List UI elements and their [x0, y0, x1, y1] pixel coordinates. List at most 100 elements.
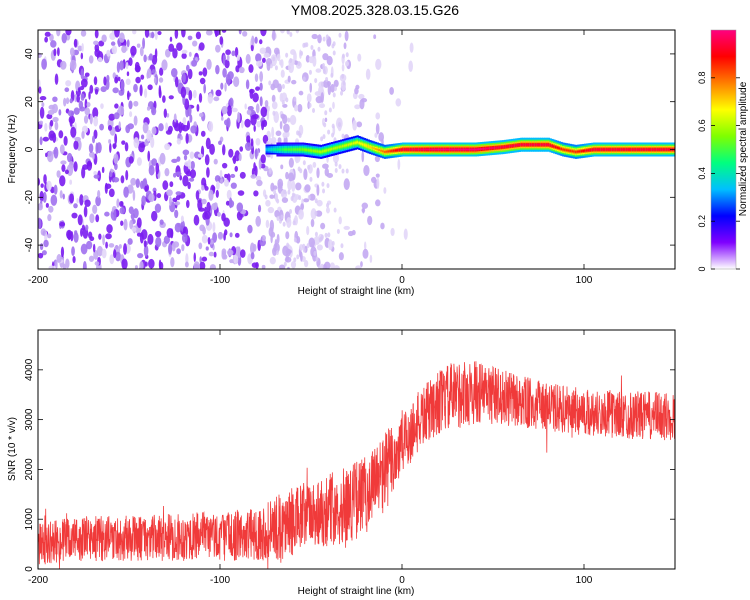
spectrogram-noise-cell — [314, 91, 322, 96]
spectrogram-noise-cell — [147, 233, 154, 245]
spectrogram-ridge-cell — [553, 145, 556, 148]
spectrogram-noise-cell — [142, 122, 149, 134]
spectrogram-ridge-cell — [300, 148, 303, 151]
spectrogram-noise-cell — [298, 90, 304, 96]
spectrogram-noise-cell — [338, 32, 342, 38]
spectrogram-noise-cell — [65, 80, 72, 87]
spectrogram-noise-cell — [76, 94, 81, 103]
spectrogram-noise-cell — [226, 54, 230, 62]
spectrogram-noise-cell — [50, 194, 58, 206]
spectrogram-noise-cell — [205, 30, 213, 36]
spectrogram-ridge-cell — [527, 143, 530, 146]
spectrogram-noise-cell — [198, 242, 203, 250]
spectrogram-ridge-cell — [562, 148, 565, 151]
spectrogram-ridge-cell — [420, 148, 423, 151]
spectrogram-noise-cell — [58, 109, 62, 116]
spectrogram-ridge-cell — [360, 142, 363, 145]
spectrogram-noise-cell — [255, 86, 260, 91]
spectrogram-noise-cell — [269, 256, 276, 265]
spectrogram-noise-cell — [300, 50, 304, 56]
spectrogram-noise-cell — [342, 80, 346, 86]
spectrogram-ridge-cell — [489, 147, 492, 150]
spectrogram-noise-cell — [69, 98, 73, 104]
spectrogram-noise-cell — [121, 45, 127, 54]
spectrogram-noise-cell — [39, 136, 43, 146]
spectrogram-noise-cell — [181, 53, 187, 59]
spectrogram-noise-cell — [101, 166, 105, 174]
spectrogram-ridge-cell — [309, 149, 312, 152]
spectrogram-noise-cell — [93, 76, 98, 86]
spectrogram-noise-cell — [315, 68, 322, 73]
spectrogram-ridge-cell — [591, 148, 594, 151]
spectrogram-noise-cell — [322, 188, 326, 194]
spectrogram-ridge-cell — [624, 148, 627, 151]
spectrogram-noise-cell — [108, 171, 113, 178]
spectrogram-noise-cell — [59, 221, 66, 227]
spectrogram-ridge-cell — [503, 145, 507, 148]
spectrogram-noise-cell — [403, 228, 408, 240]
y-tick-label: 20 — [24, 96, 35, 108]
spectrogram-noise-cell — [281, 197, 289, 203]
spectrogram-noise-cell — [200, 130, 206, 137]
spectrogram-noise-cell — [306, 243, 310, 249]
spectrogram-noise-cell — [88, 255, 95, 262]
spectrogram-noise-cell — [250, 138, 254, 147]
spectrogram-noise-cell — [201, 184, 205, 191]
spectrogram-noise-cell — [265, 219, 270, 229]
spectrogram-ridge-cell — [383, 150, 387, 153]
spectrogram-noise-cell — [201, 256, 208, 262]
spectrogram-noise-cell — [103, 76, 107, 86]
spectrogram-noise-cell — [80, 68, 85, 80]
spectrogram-ridge-cell — [573, 150, 576, 153]
spectrogram-noise-cell — [197, 153, 203, 158]
spectrogram-noise-cell — [298, 132, 302, 138]
spectrogram-noise-cell — [279, 120, 283, 130]
spectrogram-noise-cell — [229, 97, 234, 107]
spectrogram-ridge-cell — [292, 148, 296, 151]
spectrogram-noise-cell — [357, 53, 362, 62]
spectrogram-noise-cell — [286, 30, 290, 35]
spectrogram-noise-cell — [295, 182, 302, 191]
spectrogram-noise-cell — [192, 40, 198, 47]
spectrogram-noise-cell — [343, 178, 350, 190]
spectrogram-noise-cell — [216, 211, 221, 217]
spectrogram-ridge-cell — [423, 148, 427, 151]
spectrogram-noise-cell — [254, 36, 258, 44]
spectrogram-noise-cell — [340, 90, 344, 96]
spectrogram-noise-cell — [276, 233, 280, 244]
spectrogram-noise-cell — [126, 90, 130, 101]
spectrogram-noise-cell — [252, 114, 259, 120]
spectrogram-noise-cell — [185, 64, 190, 72]
spectrogram-noise-cell — [127, 238, 133, 245]
spectrogram-noise-cell — [285, 97, 289, 103]
spectrogram-noise-cell — [38, 203, 43, 211]
spectrogram-noise-cell — [390, 227, 395, 237]
spectrogram-ridge-cell — [653, 148, 656, 151]
spectrogram-noise-cell — [226, 189, 232, 200]
spectrogram-ridge-cell — [316, 150, 319, 153]
spectrogram-noise-cell — [245, 79, 250, 90]
spectrogram-noise-cell — [199, 261, 206, 269]
spectrogram-ridge-cell — [587, 149, 591, 152]
spectrogram-noise-cell — [202, 226, 206, 235]
spectrogram-noise-cell — [275, 250, 279, 256]
spectrogram-noise-cell — [252, 92, 259, 103]
colorbar-frame — [710, 29, 737, 270]
spectrogram-ridge-cell — [460, 148, 463, 151]
spectrogram-ridge-cell — [432, 148, 436, 151]
spectrogram-noise-cell — [146, 68, 152, 79]
spectrogram-ridge-cell — [594, 148, 598, 151]
spectrogram-noise-cell — [60, 60, 67, 70]
spectrogram-noise-cell — [224, 179, 229, 187]
spectrogram-noise-cell — [282, 221, 286, 227]
spectrogram-noise-cell — [154, 203, 162, 213]
colorbar-ticks: 0 0.2 0.4 0.6 0.8 — [697, 72, 740, 272]
spectrogram-noise-cell — [277, 182, 283, 194]
spectrogram-noise-cell — [172, 197, 178, 202]
spectrogram-noise-cell — [168, 95, 174, 100]
spectrogram-noise-cell — [204, 154, 210, 166]
spectrogram-noise-cell — [176, 248, 181, 255]
spectrogram-noise-cell — [206, 167, 210, 178]
spectrogram-noise-cell — [135, 178, 140, 189]
spectrogram-noise-cell — [80, 78, 88, 88]
